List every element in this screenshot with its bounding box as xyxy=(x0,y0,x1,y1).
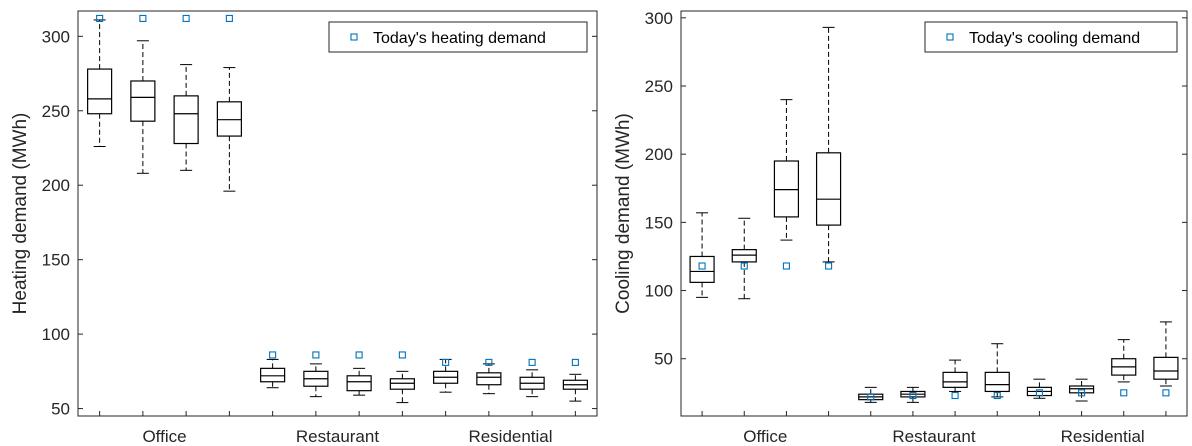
legend-label: Today's heating demand xyxy=(373,30,546,47)
today-demand-marker xyxy=(485,358,493,366)
chart-panel-1: 50 100 150 200 250 300 Office Restaurant Residen… xyxy=(10,10,598,446)
box-iqr xyxy=(1153,356,1179,380)
box-iqr xyxy=(984,371,1010,393)
box-iqr xyxy=(476,372,502,386)
legend: Today's cooling demand xyxy=(924,21,1178,53)
box-11 xyxy=(519,369,545,398)
today-demand-marker xyxy=(867,393,875,401)
y-tick-label: 150 xyxy=(645,213,673,232)
today-demand-marker xyxy=(139,14,147,22)
box-6 xyxy=(303,363,329,398)
today-demand-marker xyxy=(528,358,536,366)
y-tick-label: 50 xyxy=(654,350,673,369)
y-tick-label: 250 xyxy=(42,102,70,121)
box-iqr xyxy=(942,371,968,388)
chart-panel-2: 50 100 150 200 250 300 Office Restaurant Residen… xyxy=(613,9,1188,446)
y-tick-label: 200 xyxy=(645,145,673,164)
today-demand-marker xyxy=(782,262,790,270)
x-category-label: Restaurant xyxy=(892,427,975,446)
today-demand-marker xyxy=(182,14,190,22)
box-4 xyxy=(216,67,242,192)
legend: Today's heating demand xyxy=(328,21,588,53)
today-demand-marker xyxy=(442,358,450,366)
box-3 xyxy=(173,64,199,171)
box-iqr xyxy=(260,367,286,383)
box-2 xyxy=(130,40,156,174)
today-demand-marker xyxy=(1162,389,1170,397)
today-demand-marker xyxy=(1078,389,1086,397)
box-iqr xyxy=(1068,385,1095,394)
box-7 xyxy=(346,367,372,396)
box-1 xyxy=(689,212,715,298)
y-tick-label: 50 xyxy=(51,400,70,419)
box-1 xyxy=(87,19,113,147)
box-10 xyxy=(1068,378,1095,402)
y-tick-label: 150 xyxy=(42,251,70,270)
box-iqr xyxy=(773,160,800,218)
x-category-label: Restaurant xyxy=(296,427,379,446)
box-6 xyxy=(900,386,926,403)
x-category-label: Office xyxy=(743,427,787,446)
today-demand-marker xyxy=(571,358,579,366)
box-5 xyxy=(260,358,286,389)
box-iqr xyxy=(815,152,842,226)
box-iqr xyxy=(130,80,156,122)
box-iqr xyxy=(216,101,242,137)
box-9 xyxy=(433,358,459,393)
box-iqr xyxy=(389,378,415,390)
today-demand-marker xyxy=(698,262,706,270)
today-demand-marker xyxy=(269,351,277,359)
box-4 xyxy=(815,26,842,263)
y-axis-label: Cooling demand (MWh) xyxy=(613,113,634,314)
y-tick-label: 300 xyxy=(645,9,673,28)
box-10 xyxy=(476,363,502,395)
box-2 xyxy=(731,217,757,300)
today-demand-marker xyxy=(355,351,363,359)
x-category-label: Residential xyxy=(1061,427,1145,446)
y-tick-label: 300 xyxy=(42,27,70,46)
legend-marker xyxy=(350,33,358,41)
x-category-label: Office xyxy=(142,427,186,446)
box-12 xyxy=(1153,321,1179,387)
legend-marker xyxy=(946,33,954,41)
y-tick-label: 250 xyxy=(645,77,673,96)
box-iqr xyxy=(689,255,715,283)
box-3 xyxy=(773,99,800,241)
legend-box xyxy=(924,21,1178,53)
box-iqr xyxy=(346,375,372,392)
box-iqr xyxy=(87,68,113,115)
x-category-label: Residential xyxy=(468,427,552,446)
legend-label: Today's cooling demand xyxy=(969,30,1140,47)
today-demand-marker xyxy=(909,391,917,400)
today-demand-marker xyxy=(951,391,959,400)
plot-frame xyxy=(680,10,1188,417)
y-tick-label: 200 xyxy=(42,176,70,195)
today-demand-marker xyxy=(1120,389,1128,397)
today-demand-marker xyxy=(312,351,320,359)
today-demand-marker xyxy=(993,391,1001,400)
plot-frame xyxy=(77,10,598,417)
box-8 xyxy=(389,370,415,404)
today-demand-marker xyxy=(96,14,104,22)
box-iqr xyxy=(173,95,199,145)
today-demand-marker xyxy=(398,351,406,359)
y-axis-label: Heating demand (MWh) xyxy=(10,113,31,315)
box-12 xyxy=(562,373,588,402)
box-iqr xyxy=(731,249,757,263)
box-11 xyxy=(1111,339,1137,383)
today-demand-marker xyxy=(1035,389,1043,397)
y-tick-label: 100 xyxy=(42,325,70,344)
legend-box xyxy=(328,21,588,53)
y-tick-label: 100 xyxy=(645,282,673,301)
today-demand-marker xyxy=(225,14,233,22)
today-demand-marker xyxy=(825,262,833,270)
box-7 xyxy=(942,359,968,392)
today-demand-marker xyxy=(740,262,748,270)
box-8 xyxy=(984,343,1010,398)
